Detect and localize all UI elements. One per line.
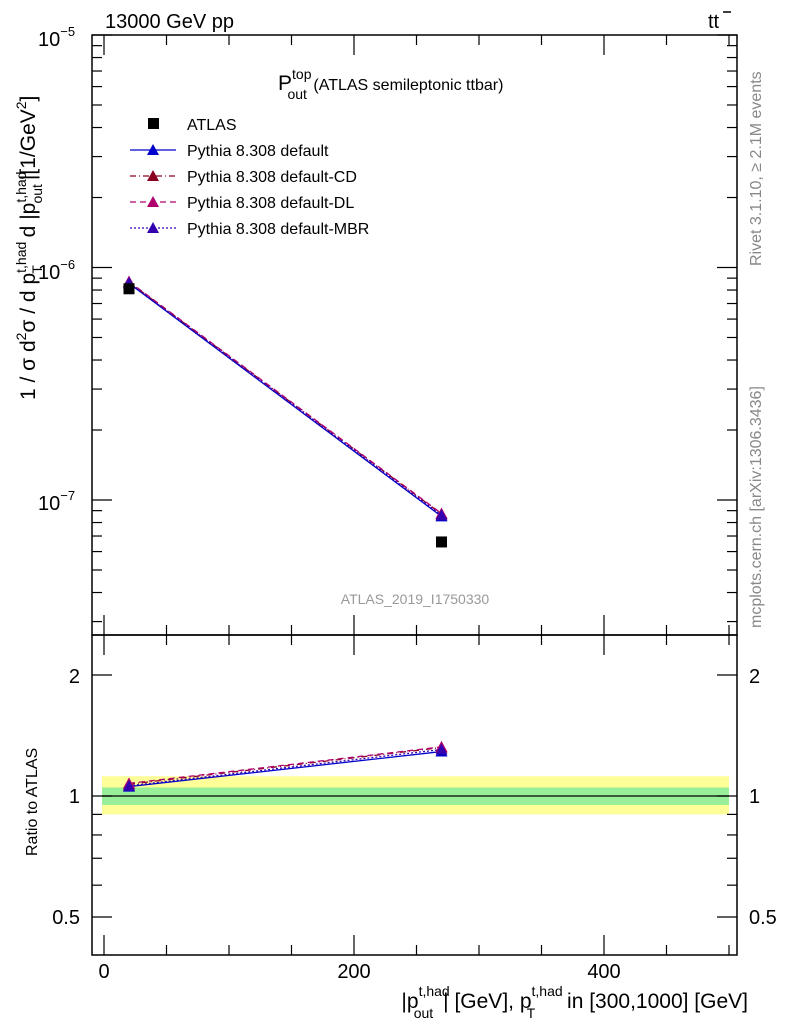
ratio-line-3	[128, 746, 442, 785]
main-series-layer	[123, 275, 448, 548]
ytick-label-1e-6: 10−6	[38, 257, 75, 284]
ratio-series-layer	[123, 740, 448, 792]
analysis-watermark: ATLAS_2019_I1750330	[341, 591, 490, 607]
legend-label-default: Pythia 8.308 default	[187, 143, 329, 160]
series-line-1	[128, 282, 442, 517]
data-point-0	[123, 283, 135, 295]
ratio-uncertainty-bands	[102, 776, 729, 815]
header-left: 13000 GeV pp	[105, 11, 234, 33]
legend-marker-1	[147, 144, 159, 155]
legend-label-cd: Pythia 8.308 default-CD	[187, 169, 357, 186]
ratio-tick-label-05-left: 0.5	[52, 907, 80, 929]
xtick-label-200: 200	[337, 961, 370, 983]
ratio-line-4	[128, 748, 442, 787]
ratio-line-2	[128, 746, 442, 785]
rivet-version-label: Rivet 3.1.10, ≥ 2.1M events	[748, 71, 765, 266]
x-axis-ticks	[103, 35, 730, 955]
series-line-4	[128, 282, 442, 516]
plot-title: Ptop out (ATLAS semileptonic ttbar)	[278, 66, 503, 102]
legend-marker-atlas	[148, 118, 159, 129]
mcplots-label: mcplots.cern.ch [arXiv:1306.3436]	[748, 386, 765, 628]
ratio-tick-label-1-left: 1	[69, 786, 80, 808]
legend-marker-3	[147, 196, 159, 207]
ratio-point-4-1	[435, 743, 448, 755]
ratio-axis-ticks	[92, 674, 737, 918]
x-axis-title: |pt,had out | [GeV], pt,had T in [300,1000]…	[401, 983, 748, 1021]
legend-label-dl: Pythia 8.308 default-DL	[187, 195, 354, 212]
legend-label-mbr: Pythia 8.308 default-MBR	[187, 221, 369, 238]
ytick-label-1e-7: 10−7	[38, 488, 75, 515]
ratio-tick-label-2-right: 2	[749, 666, 760, 688]
ratio-axis-title: Ratio to ATLAS	[24, 748, 41, 856]
ytick-label-1e-5: 10−5	[38, 24, 75, 51]
xtick-label-0: 0	[98, 961, 109, 983]
ratio-tick-label-2-left: 2	[69, 666, 80, 688]
xtick-label-400: 400	[587, 961, 620, 983]
header-right: tt	[708, 11, 720, 33]
main-axis-ticks	[92, 34, 737, 623]
legend-label-atlas: ATLAS	[187, 117, 237, 134]
y-axis-title: 1 / σ d2σ / d pt,hadT d |pt,hadout|[1/Ge…	[13, 96, 45, 400]
series-line-3	[128, 281, 442, 515]
ratio-tick-label-05-right: 0.5	[749, 907, 777, 929]
ratio-line-1	[128, 750, 442, 788]
ratio-panel-frame	[91, 634, 738, 956]
legend: ATLAS Pythia 8.308 default Pythia 8.308 …	[130, 117, 369, 238]
ratio-tick-label-1-right: 1	[749, 786, 760, 808]
legend-marker-4	[147, 222, 159, 233]
series-point-4-1	[435, 509, 448, 521]
ratio-point-4-0	[123, 779, 135, 791]
legend-marker-2	[147, 170, 159, 181]
data-point-1	[436, 536, 447, 548]
